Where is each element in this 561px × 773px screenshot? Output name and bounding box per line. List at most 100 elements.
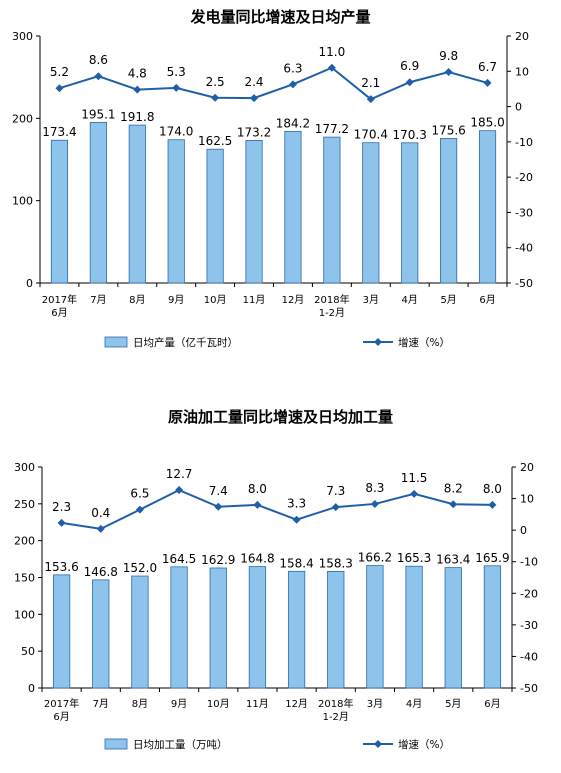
x-tick-label: 11月 — [243, 294, 266, 306]
x-tick-label: 6月 — [53, 711, 69, 723]
line-label: 8.6 — [89, 53, 108, 67]
chart-title: 原油加工量同比增速及日均加工量 — [167, 408, 393, 426]
bar-label: 173.2 — [237, 125, 271, 139]
bar — [483, 565, 502, 689]
line-point — [172, 83, 181, 92]
bar — [366, 565, 384, 689]
bar-label: 164.8 — [240, 552, 274, 566]
line-label: 11.0 — [319, 45, 346, 59]
line-point — [96, 524, 105, 533]
bar-label: 184.2 — [276, 116, 310, 130]
x-tick-label: 6月 — [479, 294, 495, 306]
line-label: 0.4 — [91, 506, 110, 520]
bar-label: 170.4 — [354, 128, 388, 142]
y-tick-label-left: 50 — [21, 645, 35, 658]
line-label: 8.0 — [483, 482, 502, 496]
x-tick-label: 7月 — [90, 294, 106, 306]
bar-label: 163.4 — [436, 553, 470, 567]
line-point — [292, 515, 301, 524]
line-point — [483, 78, 492, 87]
bar — [327, 570, 345, 689]
bar-label: 158.4 — [279, 556, 313, 570]
line-label: 6.3 — [283, 61, 302, 75]
bar-label: 177.2 — [315, 122, 349, 136]
bar — [362, 142, 380, 284]
bar-label: 153.6 — [44, 560, 78, 574]
y-tick-label-left: 100 — [14, 608, 35, 621]
bar-label: 185.0 — [470, 116, 504, 130]
x-tick-label: 2018年 — [314, 293, 349, 306]
x-tick-label: 10月 — [204, 294, 227, 306]
x-tick-label: 10月 — [207, 698, 230, 710]
x-tick-label: 3月 — [367, 698, 383, 710]
x-tick-label: 5月 — [445, 698, 461, 710]
y-tick-label-left: 250 — [14, 498, 35, 511]
bar — [209, 567, 227, 689]
crude-chart: 0 50 100 150 200 250 300 -50 -40 -30 -20 -10 0 10 20 15… — [14, 461, 538, 751]
line-label: 12.7 — [166, 467, 193, 481]
bar — [405, 565, 423, 689]
line-point — [94, 72, 103, 81]
line-label: 2.1 — [361, 76, 380, 90]
line-point — [175, 486, 184, 495]
y-tick-label-left: 200 — [14, 535, 35, 548]
line-label: 6.7 — [478, 60, 497, 74]
bar — [245, 139, 263, 284]
legend-swatch-bar — [104, 336, 128, 348]
bar-label: 175.6 — [431, 123, 465, 137]
bar — [401, 142, 419, 284]
line-label: 11.5 — [401, 471, 428, 485]
x-tick-label: 6月 — [51, 307, 67, 319]
y-tick-label-right: -20 — [520, 587, 538, 600]
y-tick-label-left: 150 — [14, 572, 35, 585]
y-tick-label-right: -20 — [515, 171, 533, 184]
bar — [52, 574, 71, 689]
bar-label: 170.3 — [393, 128, 427, 142]
growth-line — [61, 488, 493, 530]
x-tick-label: 2017年 — [44, 697, 79, 710]
line-label: 7.4 — [209, 484, 228, 498]
bar — [323, 136, 341, 284]
line-label: 8.2 — [444, 481, 463, 495]
y-tick-label-right: 0 — [515, 101, 522, 114]
y-tick-label-right: -10 — [515, 136, 533, 149]
bar-label: 164.5 — [162, 552, 196, 566]
y-tick-label-left: 200 — [12, 112, 33, 125]
x-tick-label: 9月 — [168, 294, 184, 306]
x-tick-label: 1-2月 — [323, 711, 349, 723]
x-tick-label: 4月 — [402, 294, 418, 306]
line-point — [214, 502, 223, 511]
line-label: 6.9 — [400, 59, 419, 73]
bar-label: 191.8 — [120, 110, 154, 124]
line-point — [331, 503, 340, 512]
y-tick-label-left: 300 — [14, 461, 35, 474]
line-label: 7.3 — [326, 484, 345, 498]
bar — [89, 121, 107, 284]
x-tick-label: 11月 — [246, 698, 269, 710]
line-label: 2.5 — [206, 75, 225, 89]
x-tick-label: 12月 — [285, 698, 308, 710]
y-tick-label-right: 0 — [520, 524, 527, 537]
x-tick-label: 6月 — [484, 698, 500, 710]
legend-swatch-marker — [374, 338, 382, 346]
power-chart: 0 100 200 300 -50 -40 -30 -20 -10 0 10 20 173.4 195.1… — [12, 30, 533, 349]
x-tick-label: 8月 — [129, 294, 145, 306]
x-tick-label: 8月 — [132, 698, 148, 710]
y-tick-label-right: -50 — [515, 277, 533, 290]
bar-label: 195.1 — [81, 107, 115, 121]
line-point — [405, 78, 414, 87]
bar — [131, 575, 149, 689]
line-point — [250, 94, 259, 103]
x-tick-label: 7月 — [93, 698, 109, 710]
line-label: 2.3 — [52, 500, 71, 514]
legend-swatch-marker — [374, 740, 382, 748]
x-tick-label: 9月 — [171, 698, 187, 710]
bar-label: 158.3 — [319, 556, 353, 570]
line-point — [57, 518, 66, 527]
y-tick-label-right: 20 — [520, 461, 534, 474]
bar — [248, 566, 267, 689]
y-tick-label-right: -40 — [520, 650, 538, 663]
y-tick-label-right: -30 — [515, 206, 533, 219]
line-label: 2.4 — [244, 75, 263, 89]
bar-label: 152.0 — [123, 561, 157, 575]
